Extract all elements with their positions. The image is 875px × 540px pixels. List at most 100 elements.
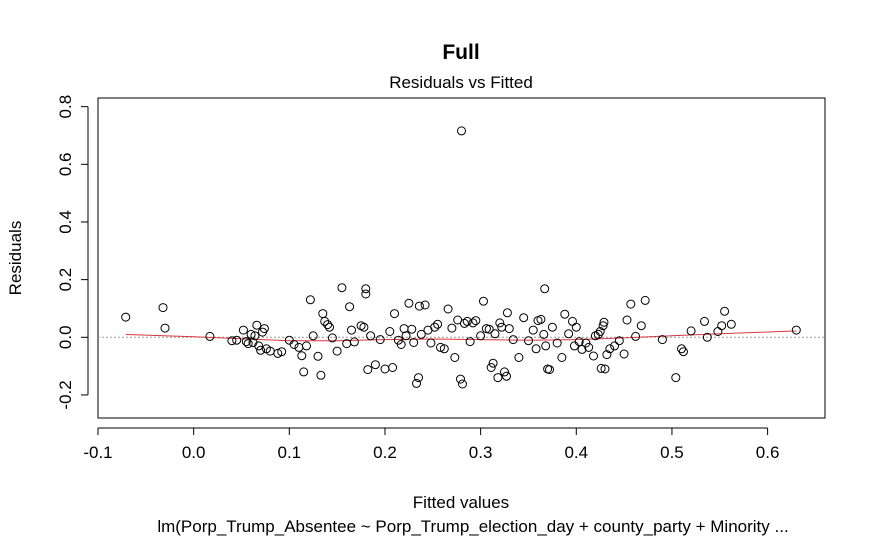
data-point bbox=[243, 339, 253, 349]
data-point bbox=[347, 325, 356, 335]
data-point bbox=[388, 363, 398, 372]
data-point bbox=[569, 341, 579, 351]
data-point bbox=[602, 350, 612, 360]
data-point bbox=[254, 341, 264, 351]
data-point bbox=[345, 302, 355, 312]
data-point bbox=[686, 326, 696, 336]
data-point bbox=[363, 365, 373, 375]
data-point bbox=[250, 331, 260, 341]
y-axis-label: Residuals bbox=[6, 221, 25, 296]
data-points bbox=[121, 126, 801, 389]
data-point bbox=[327, 333, 337, 343]
data-point bbox=[256, 345, 266, 355]
data-point bbox=[277, 347, 287, 357]
data-point bbox=[560, 309, 570, 319]
x-axis: -0.1 0.0 0.1 0.2 0.3 0.4 0.5 0.6 bbox=[83, 427, 780, 462]
x-tick-label: 0.4 bbox=[564, 443, 588, 462]
data-point bbox=[404, 298, 414, 308]
data-point bbox=[205, 331, 215, 341]
data-point bbox=[366, 331, 376, 341]
data-point bbox=[396, 340, 406, 349]
data-point bbox=[677, 344, 686, 354]
data-point bbox=[299, 367, 309, 377]
data-point bbox=[457, 126, 466, 136]
x-tick-label: 0.0 bbox=[182, 443, 206, 462]
data-point bbox=[121, 312, 131, 322]
data-point bbox=[316, 370, 326, 380]
x-tick-label: 0.1 bbox=[277, 443, 301, 462]
data-point bbox=[657, 335, 667, 345]
data-point bbox=[450, 353, 460, 362]
data-point bbox=[584, 342, 594, 352]
data-point bbox=[401, 331, 411, 341]
data-point bbox=[519, 313, 529, 323]
data-point bbox=[495, 318, 505, 328]
y-axis: -0.2 0.0 0.2 0.4 0.6 0.8 bbox=[56, 95, 89, 410]
data-point bbox=[524, 336, 533, 346]
data-point bbox=[414, 301, 424, 311]
data-point bbox=[490, 329, 500, 339]
data-point bbox=[238, 325, 248, 335]
data-point bbox=[791, 325, 801, 335]
data-point bbox=[536, 314, 546, 324]
data-point bbox=[541, 341, 551, 351]
x-axis-label: Fitted values bbox=[413, 493, 509, 512]
data-point bbox=[577, 344, 587, 354]
data-point bbox=[313, 351, 323, 361]
data-point bbox=[430, 322, 440, 332]
data-point bbox=[349, 337, 359, 347]
data-point bbox=[462, 316, 472, 326]
data-point bbox=[246, 329, 256, 339]
data-point bbox=[443, 304, 453, 314]
data-point bbox=[626, 299, 636, 309]
model-formula-caption: lm(Porp_Trump_Absentee ~ Porp_Trump_elec… bbox=[157, 517, 788, 536]
data-point bbox=[259, 324, 269, 334]
chart-title: Full bbox=[442, 41, 479, 64]
data-point bbox=[318, 309, 328, 319]
x-tick-label: 0.5 bbox=[660, 443, 684, 462]
data-point bbox=[514, 353, 524, 362]
data-point bbox=[160, 323, 170, 333]
data-point bbox=[547, 322, 557, 332]
data-point bbox=[678, 347, 688, 357]
data-point bbox=[158, 303, 168, 313]
data-point bbox=[720, 306, 730, 316]
data-point bbox=[302, 341, 311, 351]
data-point bbox=[540, 284, 550, 294]
data-point bbox=[488, 358, 498, 368]
data-point bbox=[289, 340, 299, 349]
data-point bbox=[726, 319, 736, 329]
data-point bbox=[420, 300, 430, 310]
data-point bbox=[456, 374, 465, 384]
y-tick-label: 0.6 bbox=[56, 152, 75, 176]
data-point bbox=[528, 325, 538, 335]
y-tick-label: -0.2 bbox=[56, 380, 75, 409]
data-point bbox=[593, 329, 603, 339]
data-point bbox=[414, 373, 423, 383]
data-point bbox=[308, 331, 318, 341]
data-point bbox=[500, 367, 509, 377]
data-point bbox=[325, 322, 334, 332]
data-point bbox=[599, 317, 609, 327]
data-point bbox=[390, 309, 399, 319]
data-point bbox=[252, 320, 262, 330]
y-tick-label: 0.2 bbox=[56, 268, 75, 292]
data-point bbox=[595, 327, 605, 336]
data-point bbox=[359, 322, 369, 332]
data-point bbox=[361, 284, 371, 294]
x-tick-label: 0.6 bbox=[756, 443, 780, 462]
data-point bbox=[468, 318, 478, 328]
data-point bbox=[717, 321, 727, 331]
data-point bbox=[412, 378, 421, 388]
data-point bbox=[458, 379, 467, 389]
data-point bbox=[332, 346, 342, 356]
data-point bbox=[361, 289, 371, 299]
data-point bbox=[564, 329, 574, 339]
data-point bbox=[416, 329, 426, 339]
data-point bbox=[622, 315, 632, 325]
data-point bbox=[700, 316, 709, 326]
data-point bbox=[531, 344, 541, 354]
data-point bbox=[297, 351, 307, 361]
data-point bbox=[504, 324, 514, 334]
